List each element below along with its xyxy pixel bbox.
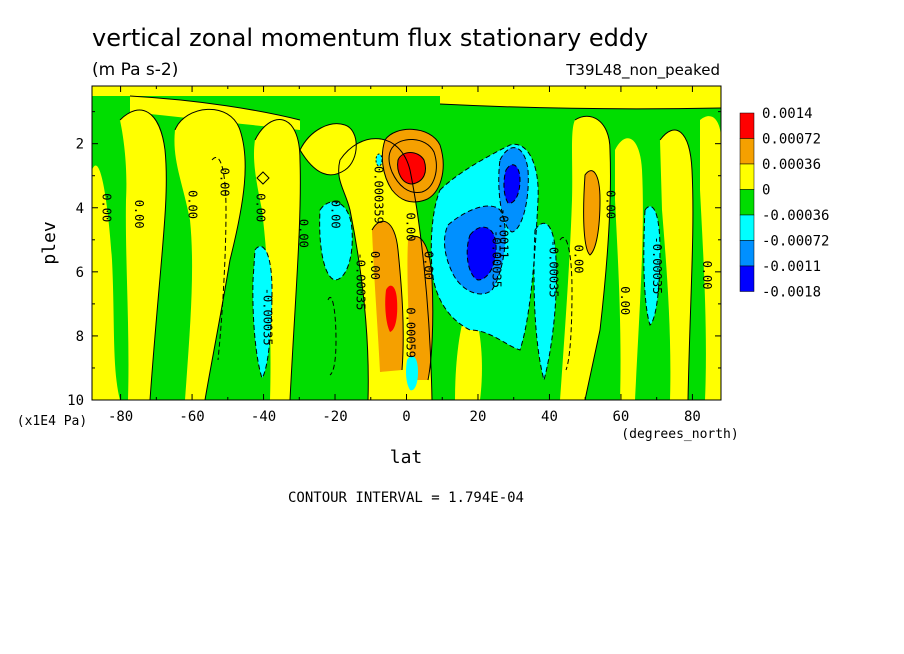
positive-contours [119, 95, 721, 400]
x-axis-label: lat [390, 447, 423, 468]
contour-label: 0.00 [404, 213, 418, 242]
region-c1 [252, 246, 272, 378]
negative-contours [211, 143, 661, 382]
legend-label: -0.0011 [762, 259, 821, 275]
y-tick-label: 4 [76, 201, 84, 217]
chart-units: (m Pa s-2) [92, 60, 178, 80]
region-y3 [174, 109, 246, 400]
legend-label: 0.00072 [762, 132, 821, 148]
darkblue-regions [467, 164, 520, 280]
legend-swatch [739, 112, 755, 139]
region-y1 [92, 165, 120, 400]
contour-label: 0.00 [368, 251, 382, 280]
small-contour-diamond [256, 171, 270, 185]
x-tick-label: 60 [613, 409, 630, 425]
small-contour-ellipse [375, 153, 383, 167]
x-tick-label: -20 [322, 409, 347, 425]
region-o3 [407, 236, 433, 380]
contour-label: 0.00 [571, 245, 585, 274]
legend-swatch [739, 163, 755, 190]
region-r2 [385, 285, 398, 332]
x-tick-label: 0 [402, 409, 410, 425]
x-tick-label: -40 [251, 409, 276, 425]
region-y12 [440, 96, 721, 109]
x-axis: -80 -60 -40 -20 0 20 40 60 80 [108, 86, 701, 425]
x-tick-label: -80 [108, 409, 133, 425]
contour-label: 0.00 [700, 261, 714, 290]
contour-label: 0.00 [253, 193, 267, 222]
contour-label: 0.00 [604, 190, 618, 219]
region-y9 [660, 130, 693, 400]
contour-labels: 0.00 0.00 0.000.000.000.000.00-0.00035-0.0… [100, 166, 714, 358]
contour-interval: CONTOUR INTERVAL = 1.794E-04 [288, 490, 524, 506]
y-tick-label: 2 [76, 137, 84, 153]
x-tick-label: 20 [470, 409, 487, 425]
y-tick-label: 8 [76, 329, 84, 345]
color-legend: 0.0014 0.00072 0.00036 0 -0.00036 -0.00072 -0.… [739, 106, 829, 301]
region-y4 [253, 119, 301, 400]
region-y8 [615, 138, 643, 400]
region-d1 [467, 227, 497, 280]
contour-label: 0.00 [132, 200, 146, 229]
contour-label: 0.00 [218, 168, 232, 197]
legend-label: -0.00036 [762, 208, 829, 224]
contour-label: 0.00 [100, 193, 114, 222]
region-c4 [534, 223, 557, 380]
legend-swatch [739, 265, 755, 292]
contour-label: -0.00035 [261, 288, 275, 346]
region-d2 [503, 164, 520, 204]
contour-label: -0.00035 [546, 240, 560, 298]
contour-label: 0.00 [421, 251, 435, 280]
contour-label: 0.00 [328, 200, 342, 229]
region-r1 [397, 152, 426, 184]
contour-label: -0.00035 [489, 230, 503, 288]
region-y11 [130, 96, 300, 130]
y-axis-unit: (x1E4 Pa) [17, 414, 87, 429]
orange-regions [372, 129, 600, 380]
legend-label: -0.0018 [762, 285, 821, 301]
contour-label: -0.00035 [353, 253, 367, 311]
region-c2 [319, 201, 353, 280]
region-y2 [120, 110, 167, 400]
legend-swatch [739, 189, 755, 216]
x-tick-label: -60 [179, 409, 204, 425]
contour-label: 0.00 [618, 286, 632, 315]
legend-swatch [739, 214, 755, 241]
contour-label: -0.0011 [496, 208, 510, 259]
legend-label: 0 [762, 183, 770, 199]
x-axis-unit: (degrees_north) [621, 427, 738, 442]
region-y10 [700, 116, 721, 400]
y-tick-label: 6 [76, 265, 84, 281]
legend-label: 0.00036 [762, 157, 821, 173]
legend-swatch [739, 240, 755, 267]
run-label: T39L48_non_peaked [565, 61, 720, 80]
legend-swatch [739, 138, 755, 165]
red-regions [385, 152, 426, 332]
region-c5 [643, 206, 660, 325]
region-c6 [406, 356, 418, 391]
contour-label: -0.00035 [650, 237, 664, 295]
contour-label: 0.000359 [371, 166, 385, 224]
x-tick-label: 80 [684, 409, 701, 425]
legend-label: 0.0014 [762, 106, 813, 122]
contour-label: 0.00059 [404, 307, 418, 358]
chart-title: vertical zonal momentum flux stationary … [92, 24, 648, 52]
y-tick-label: 10 [67, 393, 84, 409]
y-axis-label: plev [39, 221, 60, 264]
contour-field [92, 86, 721, 400]
y-axis: 2 4 6 8 10 [67, 111, 721, 409]
legend-label: -0.00072 [762, 234, 829, 250]
contour-label: 0.00 [296, 219, 310, 248]
contour-label: 0.00 [185, 190, 199, 219]
x-tick-label: 40 [541, 409, 558, 425]
region-o4 [583, 170, 600, 255]
